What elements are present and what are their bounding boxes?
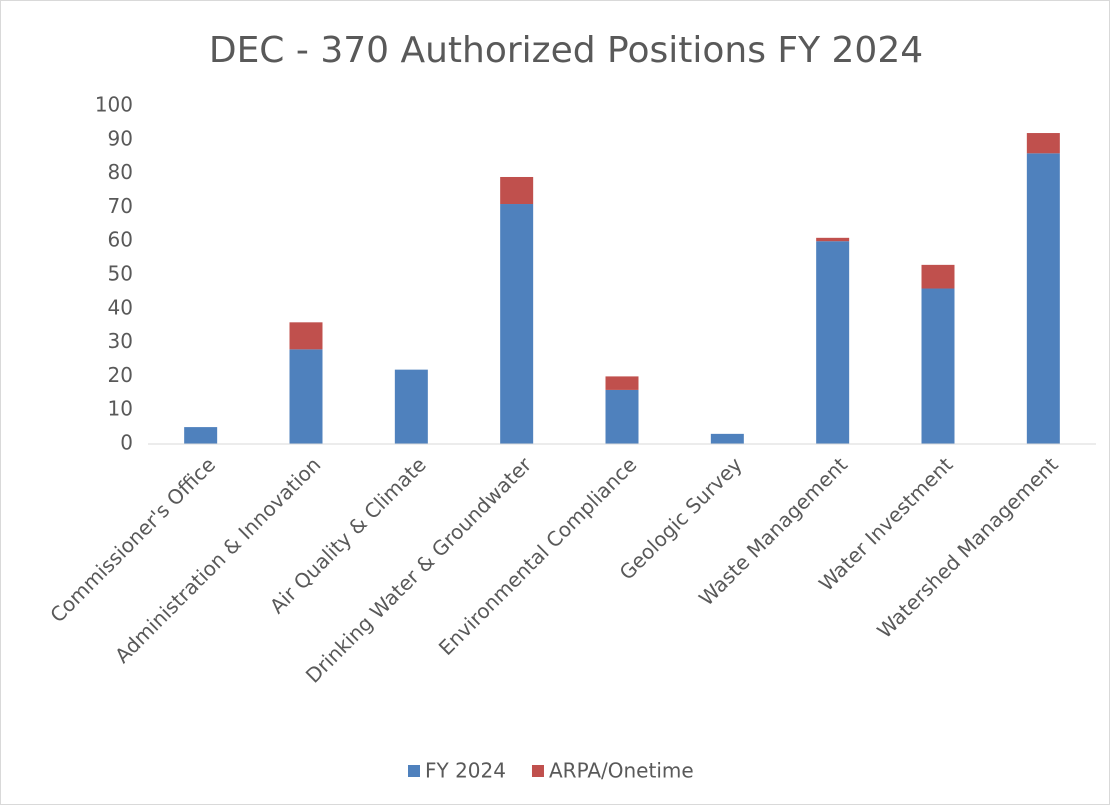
- bar-segment: [289, 322, 323, 350]
- bar-segment: [605, 389, 639, 444]
- y-tick-label: 30: [108, 329, 133, 353]
- bar-segment: [289, 349, 323, 444]
- y-tick-label: 70: [108, 194, 133, 218]
- bar-segment: [816, 237, 850, 242]
- bar-segment: [816, 241, 850, 444]
- bar-segment: [1026, 153, 1060, 444]
- legend-swatch: [531, 765, 544, 777]
- y-tick-label: 50: [108, 262, 133, 286]
- legend-label: ARPA/Onetime: [549, 759, 694, 783]
- y-tick-label: 10: [108, 397, 133, 421]
- bar-segment: [710, 433, 744, 444]
- bar-segment: [394, 369, 428, 444]
- bar-segment: [500, 204, 534, 444]
- bar-segment: [921, 288, 955, 444]
- y-tick-label: 0: [120, 431, 133, 455]
- bar-segment: [184, 427, 218, 444]
- bar-segment: [605, 376, 639, 390]
- legend-swatch: [408, 765, 420, 777]
- chart-title: DEC - 370 Authorized Positions FY 2024: [209, 30, 923, 71]
- y-tick-label: 60: [108, 228, 133, 252]
- y-tick-label: 90: [108, 126, 133, 150]
- bar-segment: [500, 176, 534, 205]
- y-tick-label: 40: [108, 295, 133, 319]
- y-tick-label: 20: [108, 363, 133, 387]
- legend-label: FY 2024: [425, 759, 506, 783]
- y-tick-label: 100: [95, 93, 133, 117]
- bar-segment: [1026, 133, 1060, 154]
- bar-segment: [921, 264, 955, 289]
- y-tick-label: 80: [108, 160, 133, 184]
